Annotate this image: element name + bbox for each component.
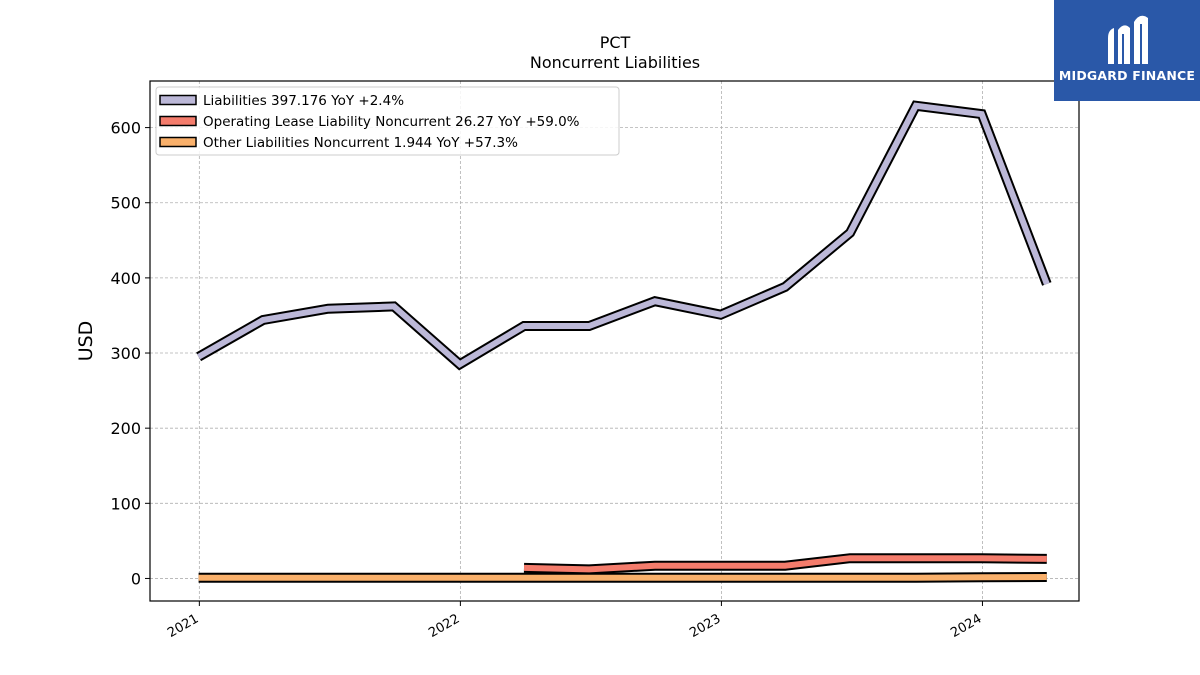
- legend-swatch-2: [159, 136, 197, 148]
- y-tick-label-5: 500: [110, 194, 141, 213]
- plot-frame: [149, 80, 1080, 602]
- logo-text: MIDGARD FINANCE: [1058, 68, 1196, 83]
- midgard-finance-logo: MIDGARD FINANCE: [1054, 0, 1200, 101]
- y-tick-label-3: 300: [110, 344, 141, 363]
- legend: Liabilities 397.176 YoY +2.4% Operating L…: [155, 86, 620, 156]
- y-tick-label-2: 200: [110, 419, 141, 438]
- legend-swatch-0: [159, 94, 197, 106]
- y-tick-label-6: 600: [110, 119, 141, 138]
- x-axis-ticks: 2021 2022 2023 2024: [165, 601, 984, 641]
- legend-label-0: Liabilities 397.176 YoY +2.4%: [203, 93, 404, 109]
- x-tick-label-2: 2023: [687, 611, 723, 641]
- chart-subtitle: Noncurrent Liabilities: [530, 53, 700, 72]
- legend-label-1: Operating Lease Liability Noncurrent 26.…: [203, 114, 580, 130]
- legend-swatch-1: [159, 115, 197, 127]
- series-1-line: [523, 555, 1047, 573]
- grid-lines: [150, 81, 1079, 601]
- y-axis-ticks: 0 100 200 300 400 500 600: [110, 119, 150, 588]
- series-lines: [196, 100, 1052, 583]
- legend-box: [155, 86, 620, 156]
- y-axis-label: USD: [75, 321, 97, 362]
- midgard-m-logo-icon: [1108, 15, 1148, 64]
- x-tick-label-0: 2021: [165, 611, 201, 641]
- chart-title: PCT: [600, 33, 631, 52]
- series-0-line: [197, 102, 1050, 368]
- y-tick-label-0: 0: [131, 569, 141, 588]
- x-tick-label-3: 2024: [948, 611, 984, 641]
- x-tick-label-1: 2022: [426, 611, 462, 641]
- series-2-line: [198, 574, 1047, 581]
- y-tick-label-4: 400: [110, 269, 141, 288]
- y-tick-label-1: 100: [110, 494, 141, 513]
- legend-label-2: Other Liabilities Noncurrent 1.944 YoY +…: [203, 135, 518, 151]
